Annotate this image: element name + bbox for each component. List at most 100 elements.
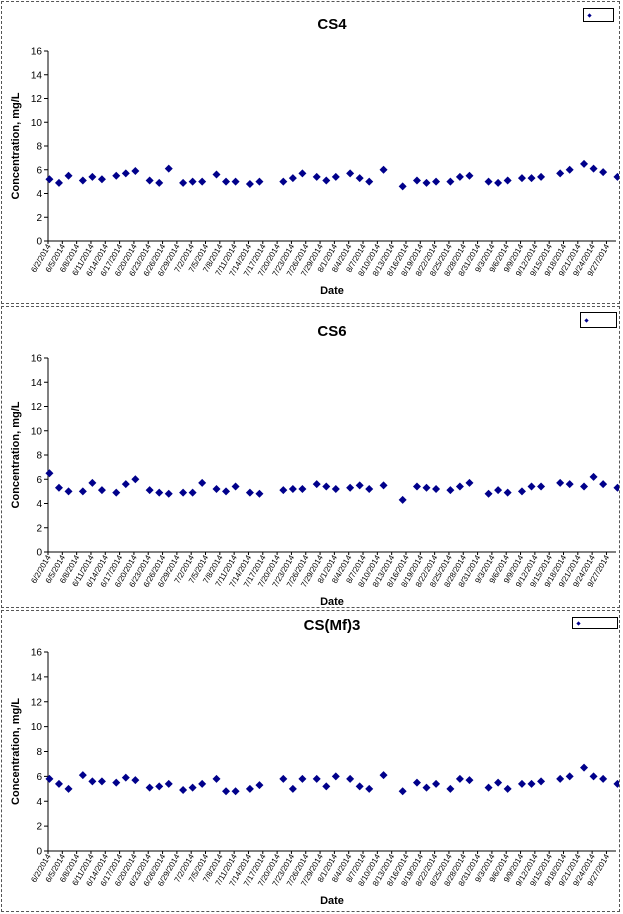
data-point — [145, 176, 154, 185]
data-point — [484, 489, 493, 498]
data-point — [422, 178, 431, 187]
data-point — [503, 488, 512, 497]
data-point — [412, 176, 421, 185]
data-point — [556, 478, 565, 487]
data-point — [580, 482, 589, 491]
y-tick-label: 6 — [36, 475, 42, 486]
data-point — [355, 481, 364, 490]
y-axis-label: Concentration, mg/L — [10, 92, 22, 199]
x-axis-label: Date — [320, 285, 344, 297]
data-point — [422, 783, 431, 792]
data-point — [54, 178, 63, 187]
data-point — [412, 778, 421, 787]
data-point — [422, 483, 431, 492]
data-point — [222, 787, 231, 796]
y-tick-label: 10 — [31, 426, 43, 437]
data-point — [599, 480, 608, 489]
data-point — [379, 481, 388, 490]
data-point — [288, 174, 297, 183]
x-axis-label: Date — [320, 895, 344, 907]
data-point — [155, 488, 164, 497]
data-point — [245, 180, 254, 188]
data-point — [121, 169, 130, 178]
data-point — [322, 482, 331, 491]
data-point — [164, 164, 173, 173]
x-axis-label: Date — [320, 596, 344, 607]
y-tick-label: 14 — [31, 672, 43, 683]
data-point — [312, 774, 321, 783]
data-point — [164, 489, 173, 498]
data-point — [484, 783, 493, 792]
data-point — [580, 159, 589, 168]
data-point — [613, 172, 619, 181]
chart-panel-csmf3: CS(Mf)3 0 2 4 6 8 10 12 14 16 Concentration, mg/L 6… — [1, 610, 620, 912]
data-point — [346, 169, 355, 178]
data-point — [45, 774, 54, 783]
data-point — [298, 484, 307, 493]
data-point — [455, 482, 464, 491]
y-tick-label: 6 — [36, 165, 42, 176]
data-point — [537, 482, 546, 491]
data-point — [355, 174, 364, 183]
legend — [583, 8, 614, 22]
data-point — [212, 484, 221, 493]
data-point — [446, 486, 455, 495]
data-point — [78, 176, 87, 185]
data-point — [517, 174, 526, 183]
data-point — [455, 172, 464, 181]
data-point — [188, 783, 197, 792]
data-point — [503, 176, 512, 185]
data-point — [613, 779, 619, 788]
y-axis-label: Concentration, mg/L — [10, 401, 22, 508]
data-point — [145, 486, 154, 495]
data-point — [78, 771, 87, 780]
data-point — [112, 778, 121, 787]
data-point — [88, 777, 97, 786]
data-point — [245, 784, 254, 793]
data-point — [527, 482, 536, 491]
data-point — [465, 776, 474, 785]
data-point — [255, 177, 264, 186]
data-point — [565, 165, 574, 174]
data-point — [312, 480, 321, 489]
data-point — [379, 771, 388, 780]
data-point — [365, 484, 374, 493]
y-tick-label: 16 — [31, 47, 43, 58]
data-point — [322, 782, 331, 791]
data-point — [145, 783, 154, 792]
data-point — [97, 777, 106, 786]
data-point — [365, 177, 374, 186]
data-point — [88, 478, 97, 487]
data-point — [355, 782, 364, 791]
data-point — [198, 177, 207, 186]
y-tick-label: 12 — [31, 94, 43, 105]
data-point — [503, 784, 512, 793]
data-point — [412, 482, 421, 491]
data-point — [131, 166, 140, 175]
data-point — [556, 774, 565, 783]
data-point — [365, 784, 374, 793]
data-point — [112, 488, 121, 497]
data-point — [517, 779, 526, 788]
data-point — [155, 782, 164, 791]
data-point — [494, 778, 503, 787]
data-point — [346, 774, 355, 783]
data-point — [446, 177, 455, 186]
data-point — [398, 495, 407, 504]
data-point — [565, 772, 574, 781]
chart-panel-cs4: CS4 0 2 4 6 8 10 12 14 16 Concentration, mg/L 6/2/2… — [1, 1, 620, 304]
data-point — [465, 478, 474, 487]
y-tick-label: 4 — [36, 499, 42, 510]
data-point — [331, 172, 340, 181]
chart-title: CS6 — [317, 323, 346, 340]
data-point — [279, 774, 288, 783]
data-point — [298, 774, 307, 783]
data-point — [599, 168, 608, 177]
data-point — [255, 489, 264, 498]
data-point — [279, 177, 288, 186]
data-point — [97, 486, 106, 495]
data-point — [112, 171, 121, 180]
data-point — [331, 772, 340, 781]
data-point — [398, 787, 407, 796]
data-point — [580, 763, 589, 772]
